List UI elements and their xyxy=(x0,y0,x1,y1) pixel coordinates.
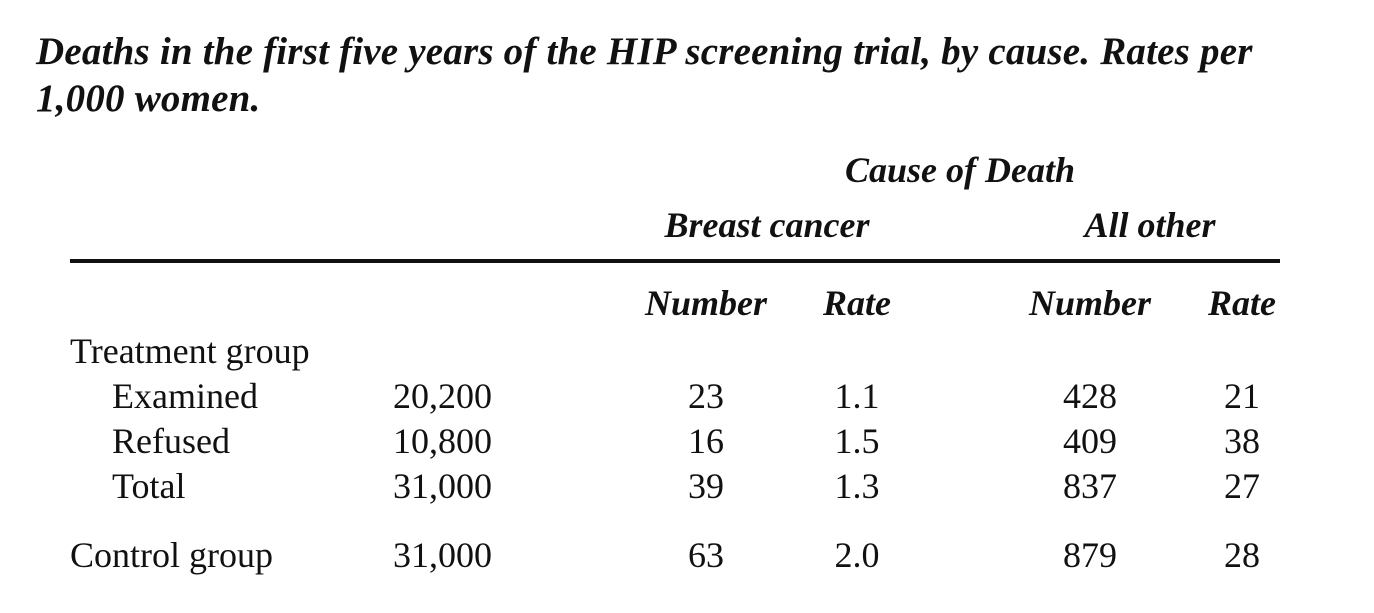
group-header-breast-cancer: Breast cancer xyxy=(664,205,870,245)
cell-bc-number-examined: 23 xyxy=(688,376,724,416)
row-label-refused: Refused xyxy=(112,421,230,461)
cell-other-number-total: 837 xyxy=(1063,466,1117,506)
cell-bc-rate-examined: 1.1 xyxy=(834,376,880,416)
table-caption: Deaths in the first five years of the HI… xyxy=(36,30,1253,120)
cell-other-rate-refused: 38 xyxy=(1224,421,1260,461)
row-label-examined: Examined xyxy=(112,376,258,416)
subheader-other-rate: Rate xyxy=(1208,283,1276,323)
cell-other-number-examined: 428 xyxy=(1063,376,1117,416)
cell-bc-rate-control: 2.0 xyxy=(834,535,880,575)
subheader-bc-rate: Rate xyxy=(823,283,891,323)
cell-bc-rate-total: 1.3 xyxy=(834,466,880,506)
section-label-treatment-group: Treatment group xyxy=(70,331,310,371)
cell-size-examined: 20,200 xyxy=(393,376,492,416)
cell-bc-number-refused: 16 xyxy=(688,421,724,461)
cell-bc-rate-refused: 1.5 xyxy=(834,421,880,461)
row-label-total: Total xyxy=(112,466,186,506)
cell-other-rate-examined: 21 xyxy=(1224,376,1260,416)
subheader-other-number: Number xyxy=(1028,283,1152,323)
row-label-control-group: Control group xyxy=(70,535,273,575)
cell-bc-number-control: 63 xyxy=(688,535,724,575)
cell-size-refused: 10,800 xyxy=(393,421,492,461)
cell-bc-number-total: 39 xyxy=(688,466,724,506)
cell-other-rate-total: 27 xyxy=(1224,466,1260,506)
cell-other-rate-control: 28 xyxy=(1224,535,1260,575)
cell-other-number-refused: 409 xyxy=(1063,421,1117,461)
group-header-all-other: All other xyxy=(1084,205,1216,245)
subheader-bc-number: Number xyxy=(644,283,768,323)
cell-size-total: 31,000 xyxy=(393,466,492,506)
cell-other-number-control: 879 xyxy=(1063,535,1117,575)
cell-size-control: 31,000 xyxy=(393,535,492,575)
spanner-header-cause-of-death: Cause of Death xyxy=(844,150,1076,190)
table-top-rule xyxy=(70,259,1280,263)
